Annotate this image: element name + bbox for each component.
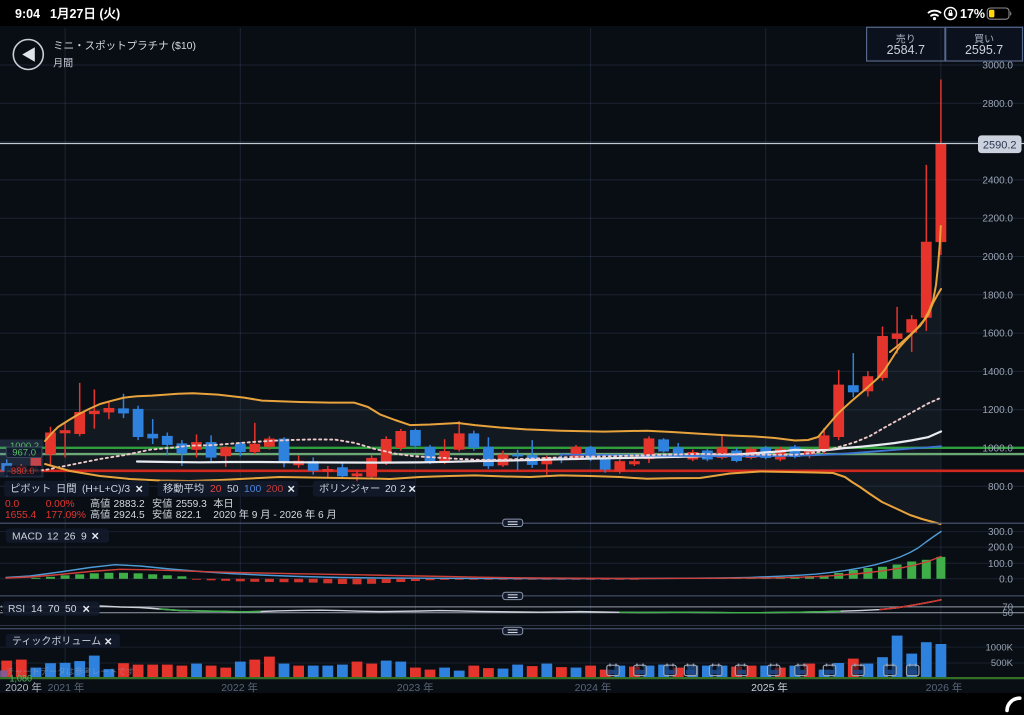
svg-text:2200.0: 2200.0 — [982, 214, 1013, 225]
svg-text:チャートデータは参考レートです: チャートデータは参考レートです — [6, 665, 135, 676]
svg-text:買い: 買い — [974, 33, 994, 45]
svg-text:2559.3: 2559.3 — [176, 499, 207, 510]
svg-text:9: 9 — [81, 531, 87, 542]
svg-text:2590.2: 2590.2 — [983, 139, 1017, 151]
svg-text:月間: 月間 — [53, 57, 73, 69]
svg-text:2584.7: 2584.7 — [887, 43, 925, 57]
svg-text:✕: ✕ — [104, 637, 112, 648]
svg-text:14: 14 — [31, 604, 43, 615]
svg-text:20: 20 — [385, 484, 397, 495]
svg-text:安値: 安値 — [152, 497, 172, 510]
svg-text:200: 200 — [266, 484, 283, 495]
svg-text:2800.0: 2800.0 — [982, 99, 1013, 110]
svg-text:20: 20 — [210, 484, 222, 495]
svg-text:2883.2: 2883.2 — [114, 499, 145, 510]
svg-text:50: 50 — [65, 604, 77, 615]
svg-text:26: 26 — [64, 531, 76, 542]
svg-text:高値: 高値 — [90, 497, 110, 510]
svg-text:2: 2 — [400, 484, 406, 495]
svg-text:2021 年: 2021 年 — [48, 681, 85, 694]
svg-text:✕: ✕ — [82, 605, 90, 616]
svg-text:1,080: 1,080 — [10, 674, 33, 684]
svg-text:ボリンジャー: ボリンジャー — [319, 483, 380, 495]
svg-text:ミニ・スポットプラチナ ($10): ミニ・スポットプラチナ ($10) — [53, 40, 196, 52]
svg-text:✕: ✕ — [91, 532, 99, 543]
svg-text:100: 100 — [244, 484, 261, 495]
svg-text:2026 年: 2026 年 — [926, 681, 963, 694]
svg-text:177.09%: 177.09% — [46, 510, 86, 521]
svg-text:2025 年: 2025 年 — [751, 681, 788, 694]
svg-text:100.0: 100.0 — [988, 559, 1013, 570]
svg-text:ピボット: ピボット — [10, 483, 51, 495]
svg-text:0.0: 0.0 — [999, 574, 1013, 585]
svg-text:2020 年 9 月 - 2026 年 6 月: 2020 年 9 月 - 2026 年 6 月 — [213, 508, 336, 521]
svg-text:ティックボリューム: ティックボリューム — [12, 636, 101, 648]
svg-text:1000.0: 1000.0 — [982, 444, 1013, 455]
svg-text:3000.0: 3000.0 — [982, 61, 1013, 72]
svg-text:MACD: MACD — [12, 531, 42, 542]
svg-text:50: 50 — [1002, 608, 1013, 619]
svg-text:1800.0: 1800.0 — [982, 290, 1013, 301]
svg-text:1600.0: 1600.0 — [982, 329, 1013, 340]
svg-text:300.0: 300.0 — [988, 527, 1013, 538]
svg-text:2000.0: 2000.0 — [982, 252, 1013, 263]
svg-text:2924.5: 2924.5 — [114, 510, 145, 521]
svg-text:0.0: 0.0 — [5, 499, 19, 510]
svg-text:1400.0: 1400.0 — [982, 367, 1013, 378]
svg-text:880.0: 880.0 — [11, 466, 35, 477]
svg-text:1200.0: 1200.0 — [982, 405, 1013, 416]
svg-text::: : — [0, 603, 3, 614]
svg-text:1000K: 1000K — [986, 642, 1014, 653]
svg-text:✕: ✕ — [135, 485, 143, 496]
svg-text:800.0: 800.0 — [988, 482, 1013, 493]
svg-text:2022 年: 2022 年 — [221, 681, 258, 694]
svg-text:本日: 本日 — [213, 497, 233, 510]
svg-text:高値: 高値 — [90, 508, 110, 521]
svg-text:17%: 17% — [960, 7, 985, 21]
svg-text:70: 70 — [1002, 602, 1013, 613]
svg-text:2400.0: 2400.0 — [982, 175, 1013, 186]
svg-text:70: 70 — [48, 604, 60, 615]
svg-text:822.1: 822.1 — [176, 510, 202, 521]
svg-text:1000.2: 1000.2 — [10, 441, 39, 452]
svg-text:967.0: 967.0 — [12, 447, 36, 458]
svg-text:2020 年: 2020 年 — [5, 681, 42, 694]
svg-text:200.0: 200.0 — [988, 543, 1013, 554]
svg-text:50: 50 — [227, 484, 239, 495]
svg-text:500K: 500K — [991, 658, 1014, 669]
svg-text:0.00%: 0.00% — [46, 499, 75, 510]
svg-text:(H+L+C)/3: (H+L+C)/3 — [82, 484, 130, 495]
svg-text:日間: 日間 — [56, 483, 77, 495]
svg-text:売り: 売り — [896, 32, 916, 45]
svg-text:移動平均: 移動平均 — [163, 482, 204, 495]
svg-text:2595.7: 2595.7 — [965, 43, 1003, 57]
svg-text:安値: 安値 — [152, 508, 172, 521]
svg-text:✕: ✕ — [287, 485, 295, 496]
svg-text:2024 年: 2024 年 — [575, 681, 612, 694]
svg-text:RSI: RSI — [8, 604, 25, 615]
svg-text:1月27日 (火): 1月27日 (火) — [50, 7, 120, 21]
svg-text:9:04: 9:04 — [15, 7, 40, 21]
svg-text:1655.4: 1655.4 — [5, 510, 36, 521]
svg-text:✕: ✕ — [408, 485, 416, 496]
svg-text:12: 12 — [47, 531, 59, 542]
svg-text:2023 年: 2023 年 — [397, 681, 434, 694]
